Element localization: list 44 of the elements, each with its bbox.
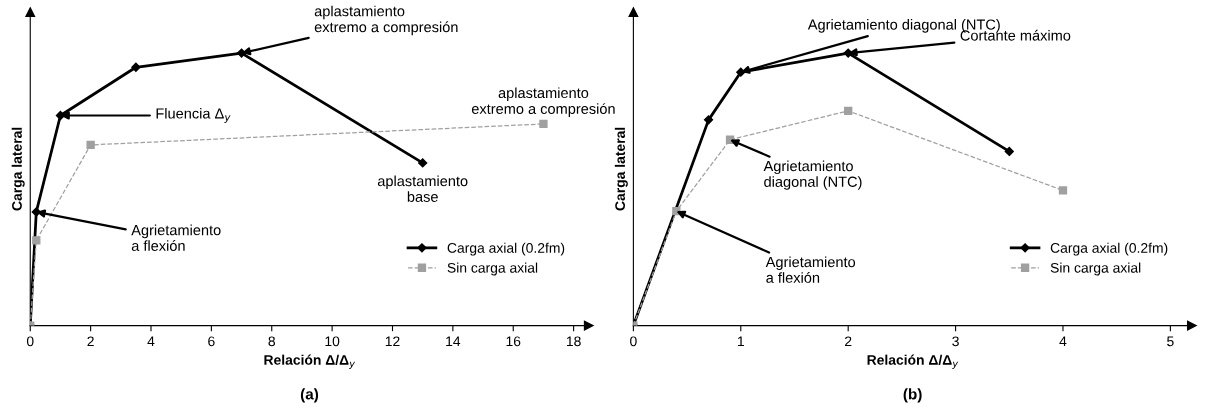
x-tick-label: 2: [845, 336, 852, 347]
x-tick-label: 18: [566, 336, 581, 347]
x-tick-label: 4: [147, 336, 155, 347]
point: [703, 115, 714, 125]
x-tick-label: 4: [1059, 336, 1067, 347]
x-tick-label: 12: [385, 336, 400, 347]
x-tick-label: 10: [325, 336, 340, 347]
x-tick-label: 2: [87, 336, 94, 347]
x-tick-label: 0: [630, 336, 637, 347]
legend-label: Carga axial (0.2fm): [1050, 242, 1168, 256]
x-tick-label: 1: [737, 336, 744, 347]
x-tick-label: 5: [1167, 336, 1174, 347]
annotation: Agrietamiento a flexión: [131, 224, 221, 251]
annotation: aplastamiento base: [377, 175, 468, 202]
point: [844, 106, 853, 116]
x-tick-label: 14: [446, 336, 461, 347]
point: [418, 158, 428, 168]
legend-label: Carga axial (0.2fm): [447, 242, 565, 256]
annotation: aplastamiento extremo a compresión: [314, 5, 458, 36]
y-axis-title: Carga lateral: [614, 127, 628, 211]
x-axis-title: Relación Δ/Δ$_{y}$: [867, 354, 959, 370]
point: [31, 207, 41, 217]
annotation: aplastamiento extremo a compresión: [471, 87, 615, 117]
point: [1058, 186, 1068, 195]
annotation: Agrietamiento a flexión: [765, 256, 856, 283]
x-tick-label: 16: [506, 336, 521, 347]
point: [32, 236, 41, 245]
text: (a): [300, 388, 319, 403]
point: [131, 62, 141, 72]
point: [843, 48, 853, 58]
text: (b): [903, 388, 922, 403]
annotation: Fluencia Δ$_{y}$: [156, 107, 231, 123]
point: [539, 119, 548, 129]
point: [86, 140, 95, 150]
x-tick-label: 3: [952, 336, 959, 347]
legend-label: Sin carga axial: [1050, 262, 1141, 276]
x-tick-label: 0: [26, 336, 34, 347]
x-tick-label: 6: [208, 336, 215, 347]
y-axis-title: Carga lateral: [11, 127, 25, 211]
point: [1004, 146, 1014, 157]
annotation: Agrietamiento diagonal (NTC): [763, 160, 862, 190]
legend-label: Sin carga axial: [447, 262, 538, 276]
x-axis-title: Relación Δ/Δ$_{y}$: [264, 354, 356, 370]
x-tick-label: 8: [268, 336, 276, 347]
